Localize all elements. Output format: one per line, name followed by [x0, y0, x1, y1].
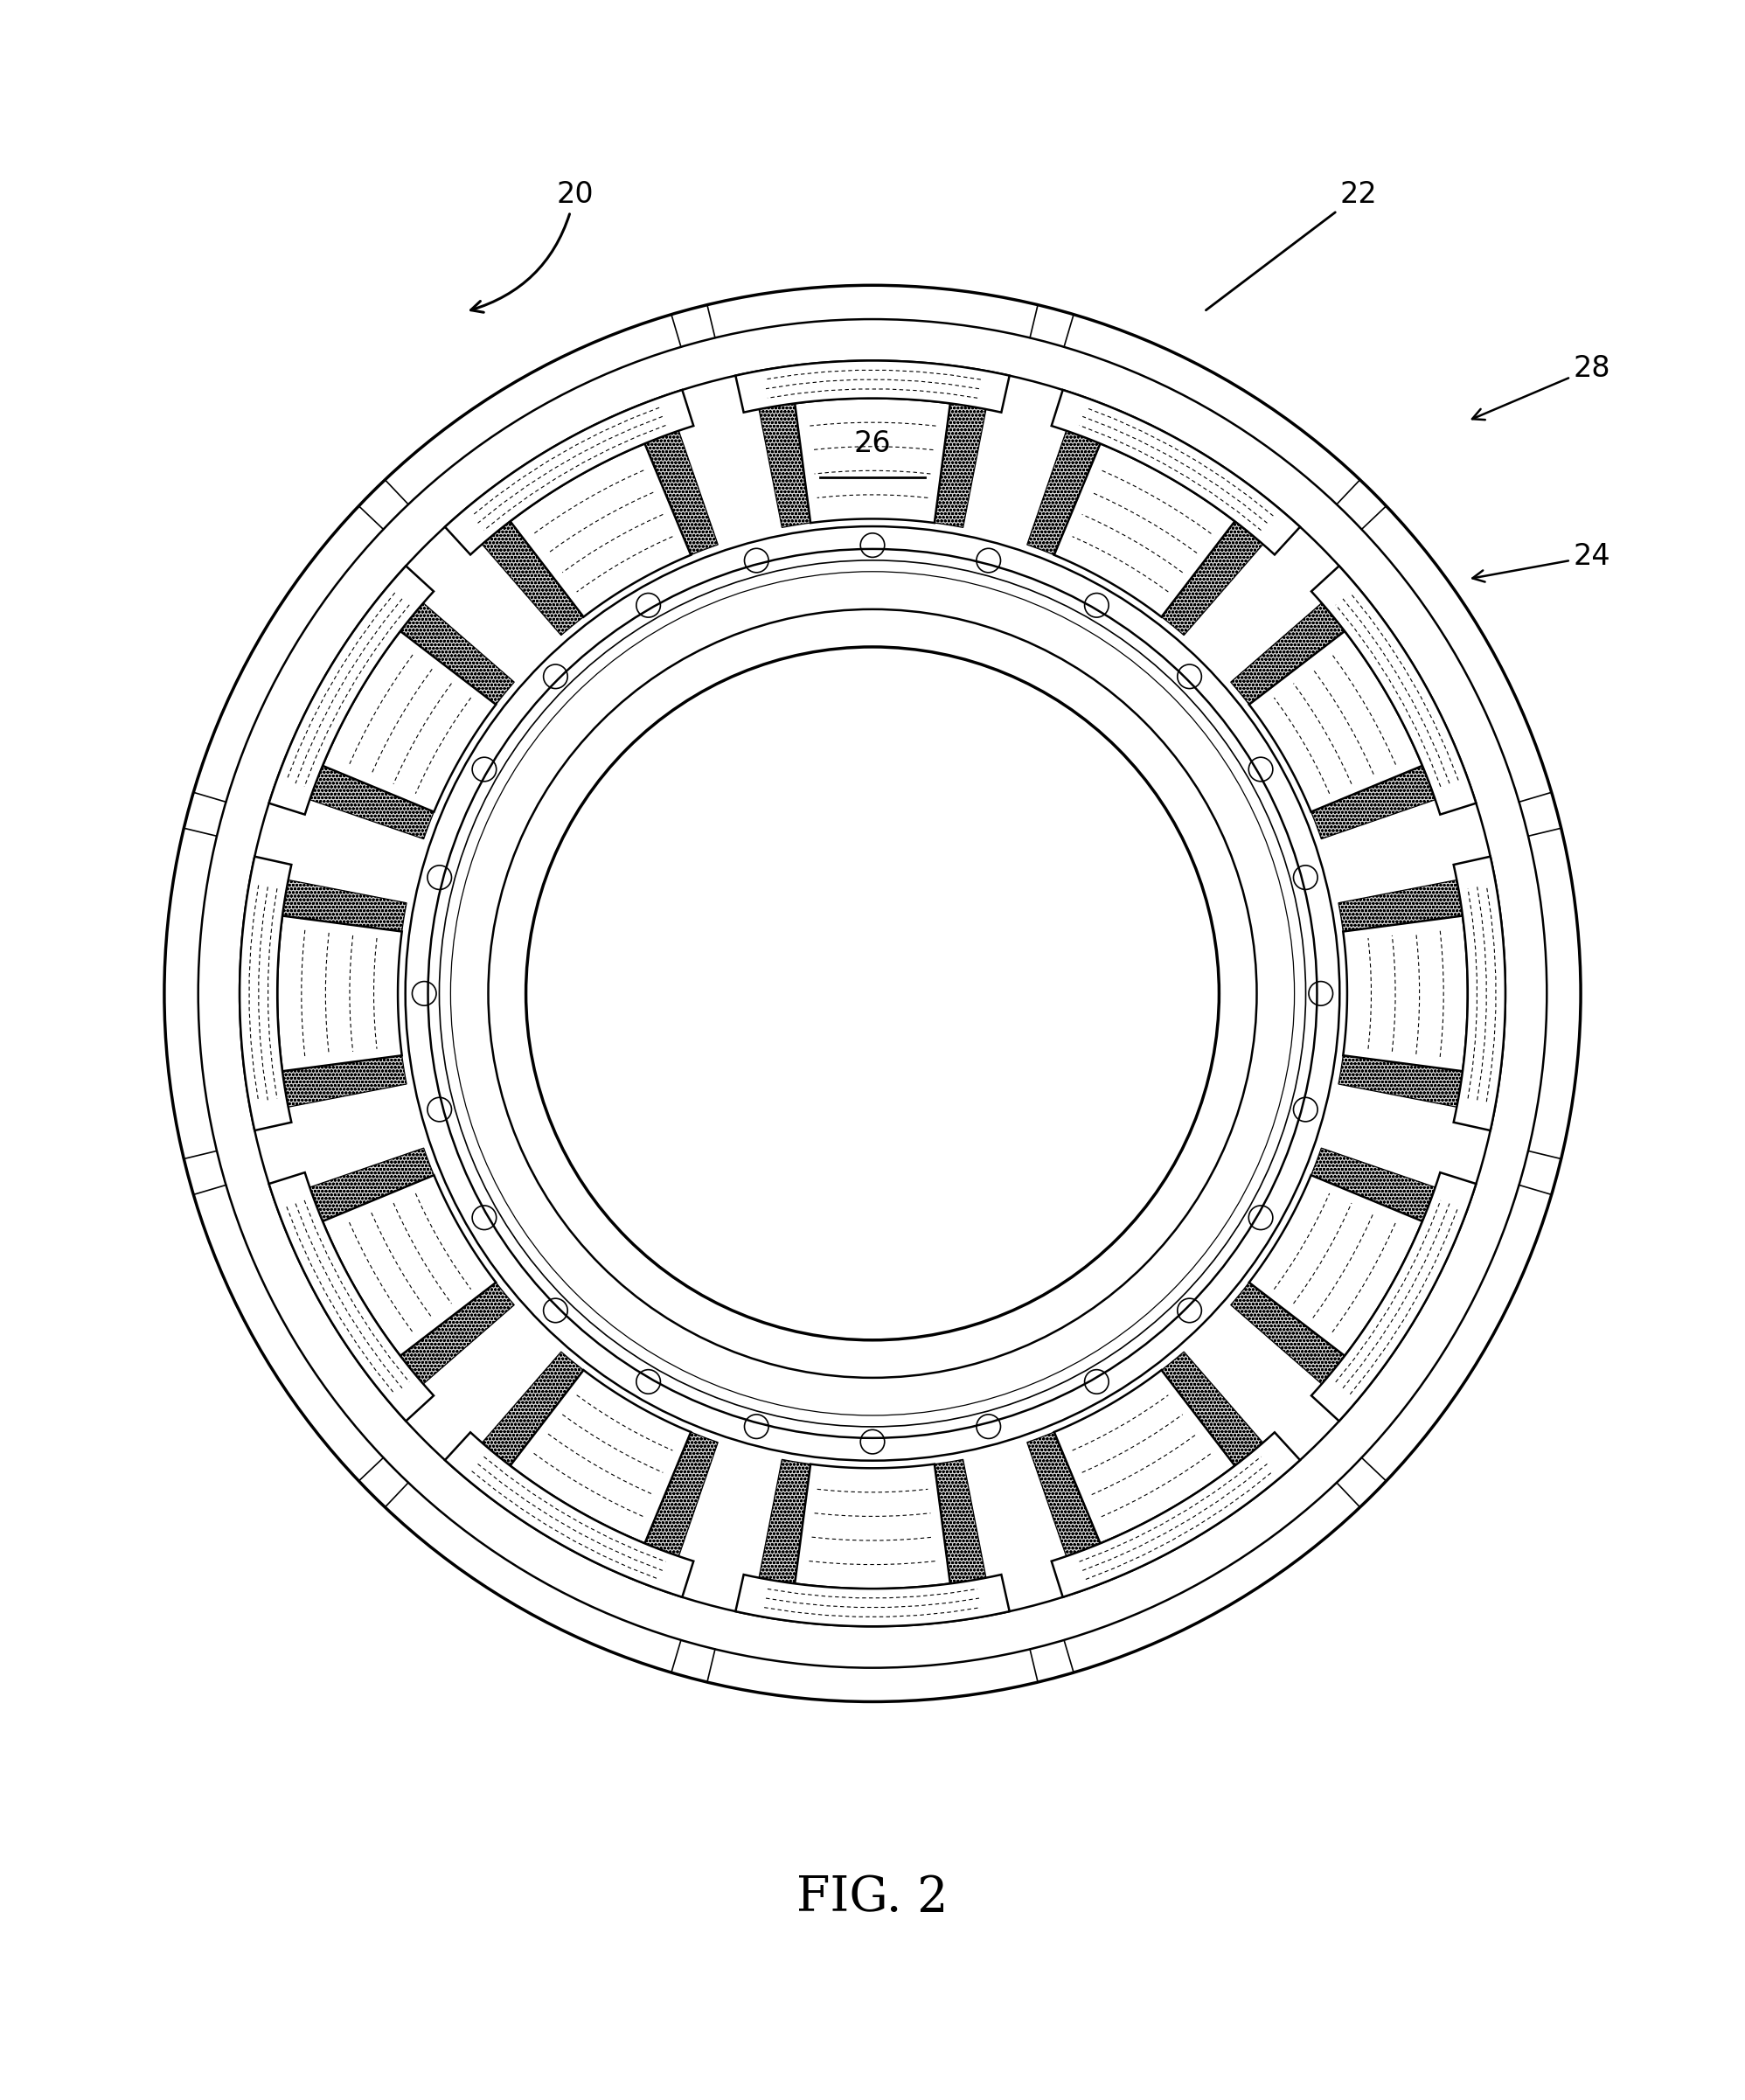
Text: 22: 22	[1206, 181, 1377, 311]
Polygon shape	[274, 1149, 435, 1235]
Polygon shape	[1230, 1283, 1375, 1409]
Polygon shape	[1344, 916, 1468, 1071]
Polygon shape	[935, 365, 993, 527]
Polygon shape	[1162, 1352, 1288, 1495]
Polygon shape	[244, 1056, 407, 1115]
Polygon shape	[935, 1460, 993, 1621]
Polygon shape	[457, 491, 583, 636]
Polygon shape	[274, 752, 435, 840]
Polygon shape	[269, 565, 435, 815]
Polygon shape	[510, 443, 691, 617]
Polygon shape	[630, 395, 717, 554]
Polygon shape	[794, 399, 951, 523]
Polygon shape	[1310, 752, 1471, 840]
Polygon shape	[1230, 578, 1375, 704]
Polygon shape	[370, 1283, 515, 1409]
Text: 26: 26	[853, 428, 892, 458]
Polygon shape	[1052, 391, 1300, 554]
Polygon shape	[1028, 395, 1115, 554]
Text: 28: 28	[1473, 353, 1611, 420]
Text: FIG. 2: FIG. 2	[797, 1873, 948, 1922]
Polygon shape	[370, 578, 515, 704]
Polygon shape	[457, 1352, 583, 1495]
Polygon shape	[1162, 491, 1288, 636]
Polygon shape	[277, 916, 401, 1071]
Polygon shape	[445, 391, 693, 554]
Polygon shape	[1338, 874, 1501, 932]
Polygon shape	[1249, 1176, 1422, 1357]
Polygon shape	[510, 1369, 691, 1544]
Polygon shape	[1054, 443, 1235, 617]
Polygon shape	[630, 1432, 717, 1592]
Polygon shape	[323, 632, 496, 813]
Polygon shape	[1028, 1432, 1115, 1592]
Polygon shape	[323, 1176, 496, 1357]
Text: 20: 20	[471, 181, 593, 313]
Polygon shape	[794, 1464, 951, 1590]
Polygon shape	[1310, 1149, 1471, 1235]
Polygon shape	[736, 361, 1009, 412]
Polygon shape	[752, 1460, 810, 1621]
Polygon shape	[1052, 1432, 1300, 1598]
Polygon shape	[1249, 632, 1422, 813]
Polygon shape	[239, 857, 291, 1130]
Polygon shape	[244, 874, 407, 932]
Polygon shape	[269, 1172, 435, 1422]
Polygon shape	[752, 365, 810, 527]
Polygon shape	[1054, 1369, 1235, 1544]
Polygon shape	[1454, 857, 1506, 1130]
Polygon shape	[736, 1575, 1009, 1625]
Polygon shape	[445, 1432, 693, 1598]
Text: 24: 24	[1473, 542, 1611, 582]
Polygon shape	[1310, 565, 1476, 815]
Polygon shape	[1310, 1172, 1476, 1422]
Polygon shape	[1338, 1056, 1501, 1115]
